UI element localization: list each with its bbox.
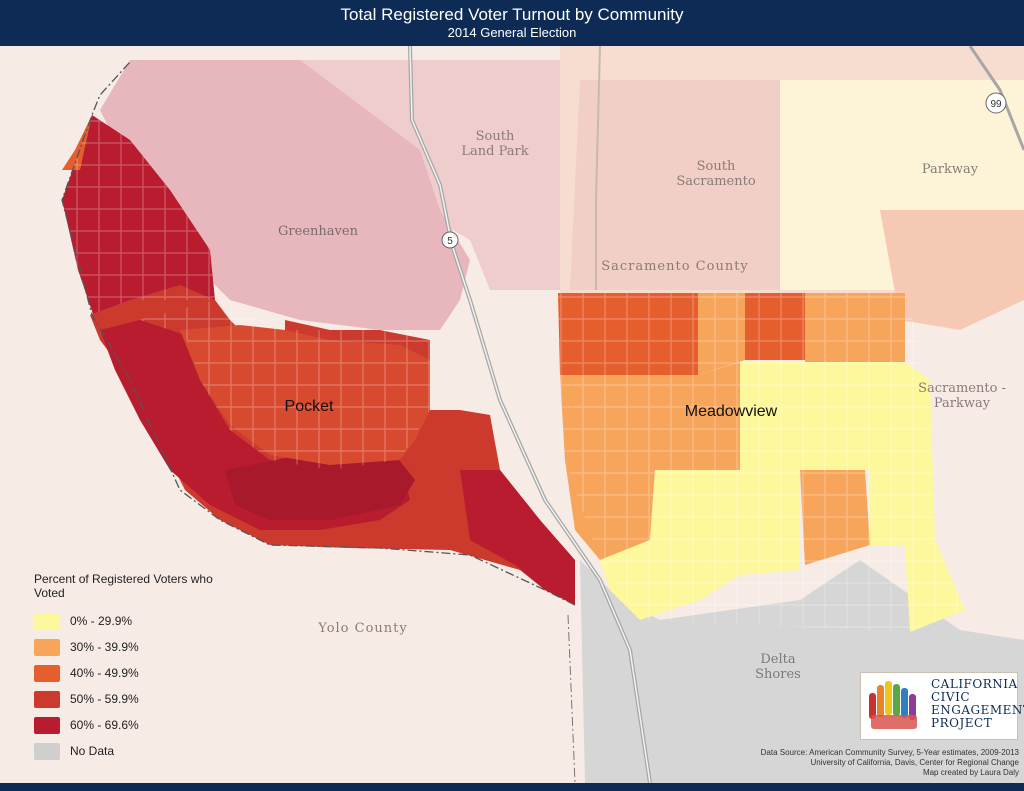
cce-project-logo: CALIFORNIA CIVIC ENGAGEMENT PROJECT (860, 672, 1024, 740)
bottom-bar (0, 783, 1024, 791)
source-line: Map created by Laura Daly (922, 768, 1019, 777)
label-sacramento-parkway-1: Sacramento - (918, 381, 1006, 396)
title-bar: Total Registered Voter Turnout by Commun… (0, 0, 1024, 46)
logo-text: CALIFORNIA CIVIC ENGAGEMENT PROJECT (931, 678, 1024, 730)
legend-item: 60% - 69.6% (34, 712, 214, 738)
legend-label: 0% - 29.9% (70, 614, 133, 628)
label-south-sacramento-1: South (697, 159, 736, 174)
label-parkway: Parkway (922, 162, 979, 177)
highway-99-shield: 99 (985, 92, 1007, 114)
label-delta-shores-2: Shores (755, 667, 801, 682)
legend: Percent of Registered Voters who Voted 0… (34, 572, 214, 764)
interstate-5-centerline (409, 46, 651, 783)
freeport-road (595, 46, 601, 290)
map-subtitle: 2014 General Election (447, 25, 577, 40)
legend-swatch (34, 612, 60, 630)
label-south-land-park-1: South (476, 129, 515, 144)
label-yolo-county: Yolo County (317, 621, 407, 636)
legend-swatch (34, 690, 60, 708)
pocket-street-grid (62, 115, 575, 605)
legend-title: Percent of Registered Voters who Voted (34, 572, 213, 600)
pocket-street-grid-2 (100, 300, 430, 470)
legend-swatch (34, 742, 60, 760)
legend-label: 40% - 49.9% (70, 666, 139, 680)
highway-99-label: 99 (990, 99, 1002, 110)
legend-item: 0% - 29.9% (34, 608, 214, 634)
logo-line: ENGAGEMENT (931, 703, 1024, 717)
legend-swatch (34, 664, 60, 682)
pocket-zone-south (225, 455, 415, 520)
label-pocket: Pocket (285, 398, 334, 415)
logo-line: CALIFORNIA (931, 677, 1018, 691)
county-boundary-south (567, 614, 576, 783)
highway-99-road (968, 46, 1024, 151)
south-sacramento-area (570, 80, 780, 290)
interstate-5-label: 5 (447, 236, 453, 247)
meadowview-street-grid (558, 293, 965, 632)
raised-hands-icon (869, 681, 917, 729)
sacramento-parkway-area (880, 210, 1024, 330)
legend-label: No Data (70, 744, 115, 758)
pocket-zone-southeast (460, 470, 575, 605)
interstate-5-shield: 5 (441, 231, 459, 249)
data-source-note: Data Source: American Community Survey, … (761, 748, 1019, 778)
logo-line: CIVIC (931, 690, 971, 704)
logo-line: PROJECT (931, 716, 993, 730)
label-delta-shores-1: Delta (760, 652, 795, 667)
map-title: Total Registered Voter Turnout by Commun… (340, 5, 684, 24)
source-line: University of California, Davis, Center … (810, 758, 1019, 767)
legend-label: 30% - 39.9% (70, 640, 139, 654)
label-sacramento-parkway-2: Parkway (934, 396, 991, 411)
map-canvas[interactable]: 5 99 South Land Park South Sacramento Pa… (0, 46, 1024, 783)
legend-item: No Data (34, 738, 214, 764)
label-meadowview: Meadowview (685, 403, 778, 420)
label-sacramento-county: Sacramento County (601, 259, 749, 274)
label-greenhaven: Greenhaven (278, 224, 359, 239)
legend-item: 40% - 49.9% (34, 660, 214, 686)
label-south-sacramento-2: Sacramento (676, 174, 756, 189)
source-line: Data Source: American Community Survey, … (760, 748, 1019, 757)
legend-swatch (34, 638, 60, 656)
legend-swatch (34, 716, 60, 734)
legend-item: 30% - 39.9% (34, 634, 214, 660)
legend-item: 50% - 59.9% (34, 686, 214, 712)
legend-label: 60% - 69.6% (70, 718, 139, 732)
legend-label: 50% - 59.9% (70, 692, 139, 706)
label-south-land-park-2: Land Park (461, 144, 528, 159)
